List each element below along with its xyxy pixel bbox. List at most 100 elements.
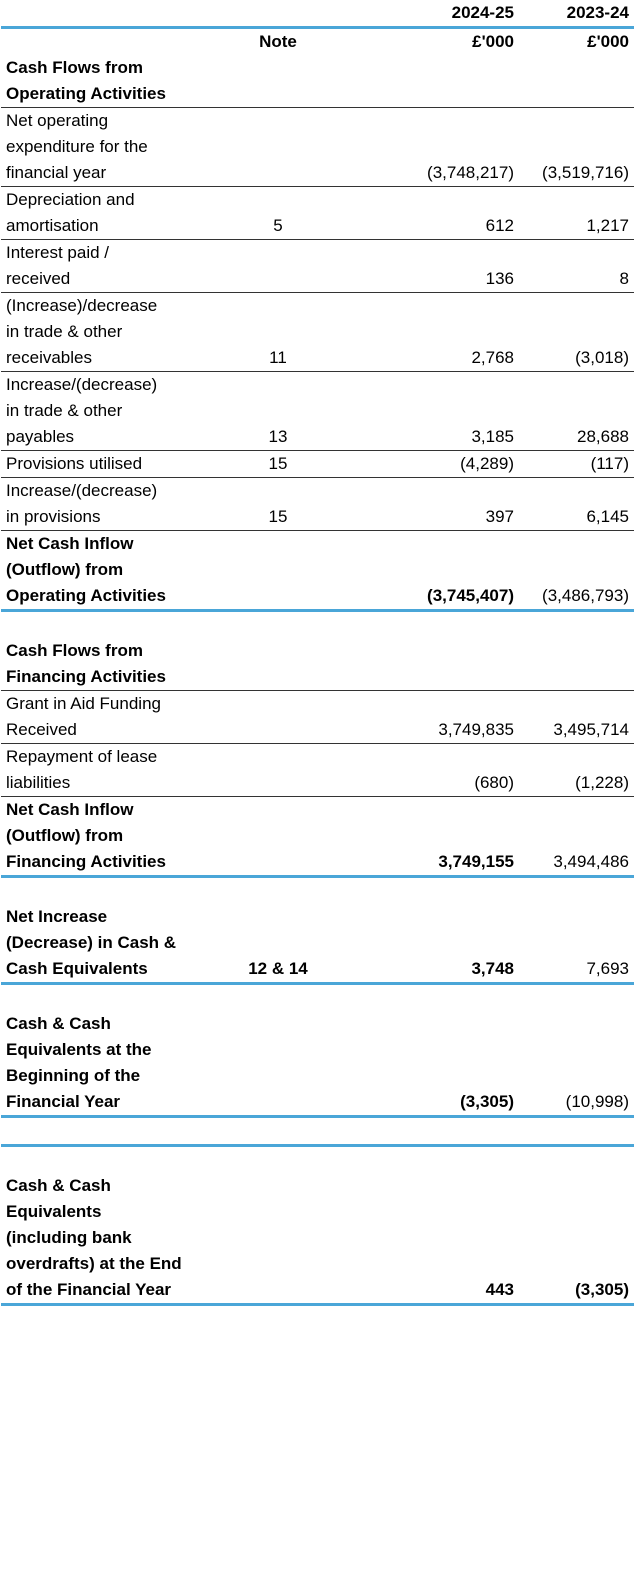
row-label: Net operating expenditure for the financia… (1, 107, 191, 187)
table-row: Repayment of lease liabilities (680) (1,228… (1, 743, 634, 797)
header-year-0 (1, 0, 191, 28)
row-label-line: Grant in Aid Funding (6, 694, 161, 713)
row-label-line: Cash & Cash (6, 1176, 111, 1195)
row-label-line: (Outflow) from (6, 560, 124, 579)
prior-year-cell: (3,519,716) (519, 107, 634, 187)
row-label-line: Repayment of lease (6, 747, 158, 766)
row-label-line: in trade & other (6, 401, 123, 420)
spacer-row (1, 1144, 634, 1173)
row-label: Net Increase (Decrease) in Cash & Cash Equ… (1, 904, 191, 984)
row-label: Increase/(decrease) in trade & other payab… (1, 371, 191, 451)
prior-year-cell: (1,228) (519, 743, 634, 797)
prior-year-cell: (10,998) (565, 1092, 629, 1111)
note-cell (191, 638, 365, 691)
table-row: Net Increase (Decrease) in Cash & Cash Equ… (1, 904, 634, 984)
note-cell: 15 (191, 450, 365, 478)
header-year-2: 2024-25 (451, 3, 514, 22)
row-label-line: (Outflow) from (6, 826, 124, 845)
row-label-line: Received (6, 720, 77, 739)
spacer-cell (1, 1115, 634, 1146)
note-cell: 5 (191, 186, 365, 240)
note-cell: 13 (191, 371, 365, 451)
current-year-cell: (680) (365, 743, 519, 797)
row-label-line: expenditure for the (6, 137, 148, 156)
row-label: Repayment of lease liabilities (1, 743, 191, 797)
note-cell (191, 1173, 365, 1305)
table-row: Depreciation and amortisation 5 612 1,217 (1, 186, 634, 240)
prior-year-cell: 7,693 (586, 959, 629, 978)
prior-year-cell: (3,305) (575, 1280, 629, 1299)
row-label-line: overdrafts) at the End (6, 1254, 182, 1273)
current-year-cell (365, 638, 519, 691)
row-label-line: Net operating (6, 111, 109, 130)
row-label-line: Equivalents at the (6, 1040, 152, 1059)
row-label-line: Financing Activities (6, 667, 166, 686)
row-label-line: in trade & other (6, 322, 123, 341)
row-label-line: received (6, 269, 71, 288)
row-label-line: Interest paid / (6, 243, 110, 262)
header-unit-1: Note (191, 26, 365, 55)
spacer-row (1, 875, 634, 904)
prior-year-cell: 8 (519, 239, 634, 293)
note-cell (191, 690, 365, 744)
current-year-cell: 443 (485, 1280, 514, 1299)
header-unit-3: £'000 (519, 26, 634, 55)
note-cell: 15 (191, 477, 365, 531)
table-row: Increase/(decrease) in provisions 15 397 6,1… (1, 477, 634, 531)
current-year-cell: 612 (365, 186, 519, 240)
row-label-line: Depreciation and (6, 190, 135, 209)
row-label: Cash Flows from Operating Activities (1, 55, 191, 108)
table-row: (Increase)/decrease in trade & other recei… (1, 292, 634, 372)
row-label-line: Financial Year (6, 1092, 121, 1111)
row-label-line: Operating Activities (6, 84, 166, 103)
table-row: Interest paid / received 136 8 (1, 239, 634, 293)
spacer-row (1, 982, 634, 1011)
row-label-line: receivables (6, 348, 92, 367)
current-year-cell: 3,748 (471, 959, 514, 978)
row-label: Grant in Aid Funding Received (1, 690, 191, 744)
prior-year-cell: 3,495,714 (519, 690, 634, 744)
prior-year-cell (519, 55, 634, 108)
row-label: Interest paid / received (1, 239, 191, 293)
prior-year-cell: 6,145 (519, 477, 634, 531)
prior-year-cell: 1,217 (519, 186, 634, 240)
header-years-row: 2024-25 2023-24 (1, 0, 634, 28)
note-cell: 12 & 14 (248, 959, 308, 978)
row-label: Cash Flows from Financing Activities (1, 638, 191, 691)
current-year-cell: 2,768 (365, 292, 519, 372)
row-label-line: Provisions utilised (6, 454, 143, 473)
note-cell (191, 796, 365, 877)
row-label-line: Financing Activities (6, 852, 166, 871)
row-label: Cash & Cash Equivalents (including bank ove… (1, 1173, 191, 1305)
table-row: Provisions utilised 15 (4,289) (117) (1, 450, 634, 478)
table-row: Net Cash Inflow (Outflow) from Operating A… (1, 530, 634, 611)
row-label-line: Beginning of the (6, 1066, 141, 1085)
current-year-cell: (3,745,407) (365, 530, 519, 611)
row-label-line: Cash Flows from (6, 641, 143, 660)
row-label-line: Operating Activities (6, 586, 166, 605)
note-cell (191, 743, 365, 797)
row-label-line: Increase/(decrease) (6, 375, 158, 394)
current-year-cell: 3,185 (365, 371, 519, 451)
note-cell (191, 239, 365, 293)
row-label-line: payables (6, 427, 75, 446)
table-row: Cash Flows from Financing Activities (1, 638, 634, 691)
current-year-cell: (4,289) (365, 450, 519, 478)
spacer-row (1, 609, 634, 638)
note-cell (191, 1011, 365, 1117)
prior-year-cell: (3,486,793) (519, 530, 634, 611)
row-label-line: Cash Equivalents (6, 959, 148, 978)
prior-year-cell: 3,494,486 (519, 796, 634, 877)
spacer-row (1, 1115, 634, 1146)
row-label-line: (Increase)/decrease (6, 296, 158, 315)
row-label: Net Cash Inflow (Outflow) from Operating A… (1, 530, 191, 611)
current-year-cell: 397 (365, 477, 519, 531)
table-row: Cash & Cash Equivalents at the Beginning o… (1, 1011, 634, 1117)
prior-year-cell: (117) (519, 450, 634, 478)
current-year-cell: 136 (365, 239, 519, 293)
row-label: Net Cash Inflow (Outflow) from Financing A… (1, 796, 191, 877)
current-year-cell: 3,749,155 (365, 796, 519, 877)
header-units-row: Note £'000 £'000 (1, 26, 634, 55)
header-unit-2: £'000 (365, 26, 519, 55)
row-label-line: liabilities (6, 773, 71, 792)
